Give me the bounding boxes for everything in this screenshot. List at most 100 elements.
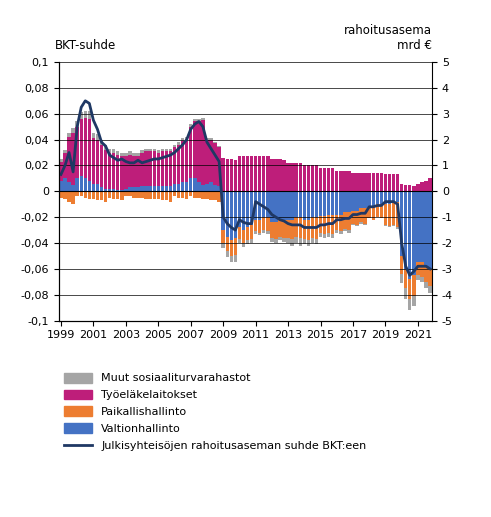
Bar (221, 230, 225, 243)
Bar (153, 151, 156, 186)
Bar (173, 147, 176, 184)
Bar (148, 149, 152, 151)
Bar (214, 191, 217, 200)
Bar (428, 191, 432, 269)
Bar (262, 217, 266, 230)
Bar (153, 191, 156, 199)
Bar (372, 173, 375, 191)
Bar (161, 151, 164, 186)
Bar (63, 178, 67, 191)
Bar (278, 159, 282, 191)
Bar (339, 191, 343, 215)
Bar (372, 191, 375, 207)
Bar (367, 191, 371, 207)
Bar (185, 182, 189, 191)
Bar (351, 210, 355, 223)
Bar (315, 239, 318, 244)
Bar (104, 189, 108, 191)
Bar (83, 117, 87, 178)
Bar (383, 225, 387, 226)
Bar (323, 216, 327, 234)
Bar (128, 151, 132, 155)
Bar (270, 191, 273, 222)
Bar (59, 191, 63, 197)
Bar (400, 191, 404, 256)
Bar (116, 151, 119, 155)
Bar (282, 238, 286, 241)
Bar (225, 159, 229, 191)
Bar (234, 254, 237, 262)
Bar (92, 191, 95, 199)
Bar (274, 239, 277, 243)
Bar (169, 149, 172, 151)
Bar (140, 150, 144, 153)
Bar (331, 191, 334, 215)
Bar (355, 173, 359, 191)
Bar (428, 285, 432, 293)
Bar (83, 191, 87, 197)
Bar (416, 275, 420, 280)
Bar (76, 191, 79, 196)
Bar (144, 149, 148, 151)
Bar (161, 186, 164, 191)
Bar (302, 239, 306, 244)
Bar (189, 124, 192, 127)
Bar (335, 171, 338, 191)
Bar (412, 186, 415, 191)
Bar (408, 279, 411, 298)
Bar (218, 186, 221, 191)
Bar (67, 133, 71, 137)
Bar (189, 178, 192, 191)
Bar (311, 217, 314, 238)
Bar (286, 220, 290, 238)
Bar (383, 204, 387, 225)
Bar (396, 174, 399, 191)
Bar (420, 262, 424, 277)
Bar (295, 163, 298, 191)
Bar (254, 231, 257, 234)
Bar (63, 150, 67, 153)
Bar (100, 187, 103, 191)
Bar (376, 191, 379, 204)
Bar (225, 251, 229, 257)
Bar (327, 233, 330, 236)
Bar (197, 119, 201, 121)
Bar (161, 149, 164, 151)
Bar (185, 191, 189, 199)
Bar (100, 140, 103, 145)
Bar (380, 204, 383, 218)
Bar (218, 147, 221, 186)
Bar (347, 191, 351, 212)
Bar (392, 174, 395, 191)
Bar (112, 153, 115, 189)
Bar (286, 163, 290, 191)
Bar (246, 191, 249, 227)
Bar (96, 140, 99, 184)
Bar (420, 277, 424, 282)
Bar (392, 202, 395, 225)
Bar (238, 227, 241, 239)
Bar (299, 238, 302, 246)
Bar (87, 191, 91, 199)
Bar (254, 156, 257, 191)
Bar (67, 182, 71, 191)
Bar (347, 212, 351, 230)
Bar (116, 190, 119, 191)
Bar (221, 243, 225, 248)
Bar (299, 191, 302, 217)
Bar (335, 215, 338, 230)
Bar (242, 230, 245, 243)
Bar (270, 159, 273, 191)
Bar (173, 184, 176, 191)
Bar (404, 185, 408, 191)
Bar (164, 186, 168, 191)
Bar (234, 160, 237, 191)
Bar (124, 153, 128, 156)
Bar (87, 119, 91, 181)
Bar (400, 256, 404, 274)
Bar (376, 204, 379, 217)
Legend: Muut sosiaaliturvarahastot, Työeläkelaitokset, Paikallishallinto, Valtionhallint: Muut sosiaaliturvarahastot, Työeläkelait… (64, 373, 366, 451)
Bar (311, 191, 314, 217)
Bar (254, 191, 257, 220)
Bar (424, 282, 428, 288)
